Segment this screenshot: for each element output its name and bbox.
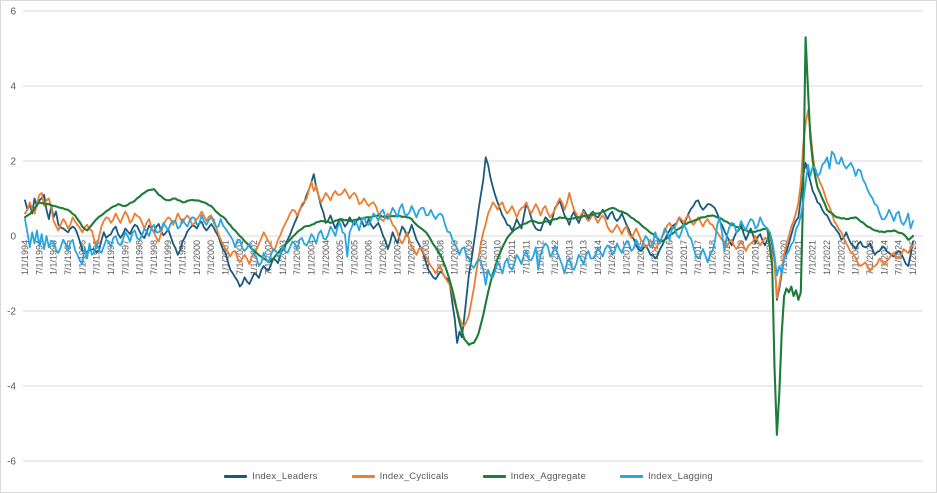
x-axis-tick-label: 7/1/2000 [206,240,216,275]
x-axis-tick-label: 7/1/2012 [550,240,560,275]
x-axis-tick-label: 7/1/2006 [378,240,388,275]
x-axis-tick-label: 1/1/2021 [793,240,803,275]
x-axis-tick-label: 7/1/2005 [349,240,359,275]
legend-label: Index_Lagging [647,471,713,482]
x-axis-tick-label: 1/1/2018 [707,240,717,275]
legend-item-index_leaders[interactable]: Index_Leaders [224,471,317,482]
x-axis-tick-label: 1/1/2004 [306,240,316,275]
x-axis-tick-label: 1/1/2009 [450,240,460,275]
x-axis-tick-label: 1/1/2001 [221,240,231,275]
legend-item-index_aggregate[interactable]: Index_Aggregate [482,471,586,482]
x-axis-tick-label: 1/1/2007 [392,240,402,275]
x-axis-tick-label: 7/1/2018 [722,240,732,275]
x-axis-tick-label: 1/1/2025 [908,240,918,275]
x-axis-tick-label: 1/1/2005 [335,240,345,275]
x-axis-tick-label: 1/1/1998 [135,240,145,275]
x-axis-tick-label: 1/1/2013 [564,240,574,275]
x-axis-tick-label: 7/1/1998 [149,240,159,275]
y-axis-tick-label: 6 [10,7,16,18]
chart-legend: Index_Leaders Index_Cyclicals Index_Aggreg… [1,471,936,482]
x-axis-tick-label: 7/1/1997 [120,240,130,275]
x-axis-tick-label: 7/1/2019 [750,240,760,275]
legend-label: Index_Leaders [252,471,318,482]
x-axis-tick-label: 1/1/2020 [765,240,775,275]
series-line-index_aggregate[interactable] [23,36,915,436]
x-axis-tick-label: 1/1/1995 [49,240,59,275]
series-line-index_leaders[interactable] [24,156,914,344]
y-axis-tick-label: -6 [7,457,16,468]
y-axis-tick-label: 4 [10,82,16,93]
x-axis-tick-label: 7/1/2004 [321,240,331,275]
x-axis-tick-label: 7/1/2022 [836,240,846,275]
x-axis-tick-label: 7/1/1999 [178,240,188,275]
x-axis-tick-label: 7/1/2016 [665,240,675,275]
x-axis-tick-label: 7/1/2002 [263,240,273,275]
x-axis-tick-label: 1/1/2006 [364,240,374,275]
x-axis-tick-label: 1/1/1999 [163,240,173,275]
legend-line-swatch [482,475,506,478]
x-axis-tick-label: 7/1/2011 [521,240,531,274]
x-axis-tick-label: 7/1/2008 [435,240,445,275]
x-axis-tick-label: 1/1/1994 [20,240,30,275]
x-axis-tick-label: 7/1/1996 [92,240,102,275]
x-axis-tick-label: 1/1/1996 [77,240,87,275]
x-axis-tick-label: 7/1/2021 [808,240,818,275]
legend-item-index_lagging[interactable]: Index_Lagging [619,471,713,482]
x-axis-tick-label: 1/1/2022 [822,240,832,275]
x-axis-tick-label: 1/1/2017 [679,240,689,275]
legend-label: Index_Cyclicals [379,471,449,482]
x-axis-tick-label: 1/1/2024 [879,240,889,275]
x-axis-tick-label: 1/1/2015 [622,240,632,275]
y-axis-tick-label: 2 [10,157,16,168]
x-axis-tick-label: 7/1/2001 [235,240,245,275]
x-axis-tick-label: 7/1/2023 [865,240,875,275]
x-axis-tick-label: 1/1/2000 [192,240,202,275]
legend-line-swatch [224,475,248,478]
x-axis-tick-label: 7/1/1995 [63,240,73,275]
legend-line-swatch [619,475,643,478]
legend-line-swatch [351,475,375,478]
x-axis-tick-label: 7/1/2007 [407,240,417,275]
x-axis-tick-label: 1/1/2010 [478,240,488,275]
y-axis-tick-label: 0 [10,232,16,243]
x-axis-tick-label: 1/1/2019 [736,240,746,275]
x-axis-tick-label: 7/1/2013 [579,240,589,275]
series-line-index_lagging[interactable] [24,150,914,286]
x-axis-tick-label: 1/1/1997 [106,240,116,275]
legend-item-index_cyclicals[interactable]: Index_Cyclicals [351,471,449,482]
x-axis-tick-label: 1/1/2011 [507,240,517,274]
x-axis-tick-label: 7/1/2003 [292,240,302,275]
x-axis-tick-label: 7/1/1994 [34,240,44,275]
y-axis-tick-label: -4 [7,382,16,393]
x-axis-tick-label: 1/1/2014 [593,240,603,275]
legend-label: Index_Aggregate [510,471,586,482]
x-axis-tick-label: 1/1/2003 [278,240,288,275]
x-axis-tick-label: 7/1/2014 [607,240,617,275]
y-axis-tick-label: -2 [7,307,16,318]
x-axis-tick-label: 1/1/2002 [249,240,259,275]
series-line-index_cyclicals[interactable] [24,109,914,327]
x-axis-tick-label: 7/1/2015 [636,240,646,275]
